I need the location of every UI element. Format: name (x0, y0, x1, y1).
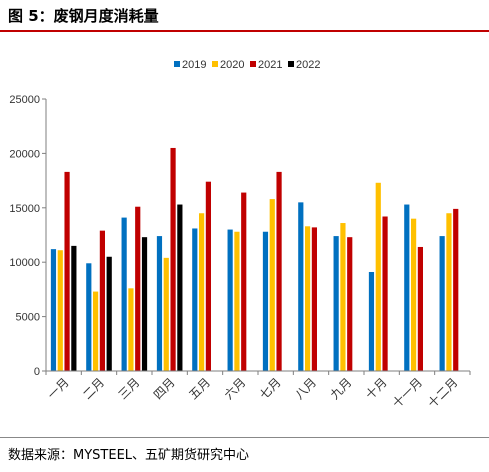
bar-2022 (141, 237, 148, 371)
bar-2020 (375, 182, 381, 371)
bar-2021 (347, 237, 353, 371)
bar-2021 (205, 181, 211, 371)
legend-swatch (288, 61, 294, 67)
x-tick-label: 三月 (116, 375, 143, 402)
footer-divider (0, 437, 489, 438)
x-tick-label: 十月 (363, 375, 390, 402)
bar-2019 (262, 231, 269, 371)
x-tick-label: 四月 (151, 375, 178, 402)
bar-2021 (241, 192, 247, 371)
bar-2020 (163, 257, 169, 371)
bar-2022 (106, 256, 112, 371)
bar-2019 (121, 217, 127, 371)
x-tick-label: 六月 (222, 375, 249, 402)
x-axis: 一月 二月 三月 四月 五月 六月 七月 八月 九月 十月 十一月 十二月 (45, 370, 471, 411)
x-tick-label: 十一月 (390, 375, 425, 410)
x-tick-label: 一月 (45, 375, 72, 402)
bar-2019 (439, 236, 445, 371)
x-tick-label: 九月 (328, 375, 355, 402)
x-tick-label: 八月 (292, 375, 319, 402)
bar-2019 (86, 263, 92, 371)
bar-2019 (192, 228, 198, 371)
bar-2020 (269, 199, 275, 371)
bar-2020 (340, 223, 346, 371)
bar-2020 (411, 218, 417, 371)
chart-legend: 2019 2020 2021 2022 (174, 59, 320, 71)
x-tick-label: 十二月 (425, 375, 460, 410)
bar-2022 (177, 204, 183, 371)
legend-swatch (212, 61, 218, 67)
bar-2019 (333, 236, 339, 371)
bar-2020 (93, 291, 99, 371)
figure-title: 图 5：废钢月度消耗量 (8, 7, 159, 25)
bars (50, 147, 459, 371)
bar-2021 (311, 227, 317, 371)
bar-2020 (199, 213, 205, 371)
title-divider (0, 30, 489, 32)
bar-2021 (99, 230, 105, 371)
bar-2021 (135, 206, 141, 371)
bar-2021 (276, 171, 282, 371)
legend-label: 2022 (296, 59, 320, 71)
bar-2021 (170, 147, 176, 371)
legend-swatch (174, 61, 180, 67)
bar-2020 (128, 288, 134, 371)
bar-2020 (446, 213, 452, 371)
y-tick-label: 20000 (9, 148, 40, 160)
x-tick-label: 五月 (186, 375, 213, 402)
legend-label: 2021 (258, 59, 282, 71)
y-tick-label: 10000 (9, 257, 40, 269)
bar-2019 (227, 229, 233, 371)
bar-2019 (156, 236, 163, 371)
bar-2019 (404, 204, 410, 371)
bar-2019 (368, 271, 375, 371)
y-tick-label: 5000 (16, 312, 40, 324)
bar-2020 (305, 226, 311, 371)
bar-2021 (453, 208, 459, 371)
y-tick-label: 25000 (9, 94, 40, 106)
bar-2019 (298, 202, 304, 371)
legend-label: 2019 (182, 59, 206, 71)
legend-swatch (250, 61, 256, 67)
y-tick-label: 15000 (9, 203, 40, 215)
bar-2021 (64, 171, 70, 371)
y-axis: 0 5000 10000 15000 20000 25000 (9, 94, 47, 378)
bar-2021 (417, 246, 423, 371)
x-tick-label: 七月 (257, 375, 284, 402)
source-note: 数据来源：MYSTEEL、五矿期货研究中心 (8, 448, 250, 463)
bar-2019 (50, 249, 57, 371)
bar-2021 (382, 216, 388, 371)
bar-2022 (71, 245, 77, 371)
bar-chart: 2019 2020 2021 2022 0 5000 10000 15000 20000 250… (9, 59, 471, 411)
x-tick-label: 二月 (80, 375, 107, 402)
bar-2020 (57, 250, 63, 371)
y-tick-label: 0 (34, 366, 40, 378)
bar-2020 (234, 231, 240, 371)
legend-label: 2020 (220, 59, 244, 71)
